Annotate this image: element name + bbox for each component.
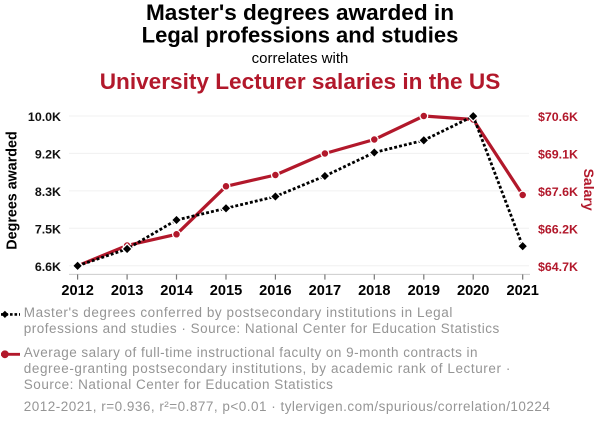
svg-text:Master's degrees awarded in: Master's degrees awarded in [146, 0, 454, 25]
svg-text:2018: 2018 [358, 283, 390, 299]
svg-text:Legal professions and studies: Legal professions and studies [142, 22, 459, 47]
svg-text:correlates with: correlates with [252, 50, 349, 67]
svg-text:6.6K: 6.6K [35, 260, 61, 274]
svg-text:2015: 2015 [210, 283, 242, 299]
svg-text:$67.6K: $67.6K [538, 185, 578, 199]
svg-text:2014: 2014 [160, 283, 193, 299]
svg-text:2019: 2019 [408, 283, 440, 299]
svg-text:Salary: Salary [581, 169, 597, 211]
svg-text:8.3K: 8.3K [35, 185, 61, 199]
svg-text:9.2K: 9.2K [35, 148, 61, 162]
svg-text:$66.2K: $66.2K [538, 223, 578, 237]
svg-text:7.5K: 7.5K [35, 223, 61, 237]
svg-text:2020: 2020 [457, 283, 489, 299]
svg-text:University Lecturer salaries i: University Lecturer salaries in the US [100, 69, 501, 94]
svg-text:2013: 2013 [111, 283, 143, 299]
svg-text:2021: 2021 [506, 283, 538, 299]
svg-text:2016: 2016 [259, 283, 291, 299]
svg-text:2012: 2012 [61, 283, 93, 299]
svg-text:Degrees awarded: Degrees awarded [4, 131, 20, 249]
svg-text:10.0K: 10.0K [28, 110, 61, 124]
svg-text:2017: 2017 [309, 283, 341, 299]
svg-text:$69.1K: $69.1K [538, 148, 578, 162]
svg-text:$70.6K: $70.6K [538, 110, 578, 124]
svg-text:$64.7K: $64.7K [538, 260, 578, 274]
